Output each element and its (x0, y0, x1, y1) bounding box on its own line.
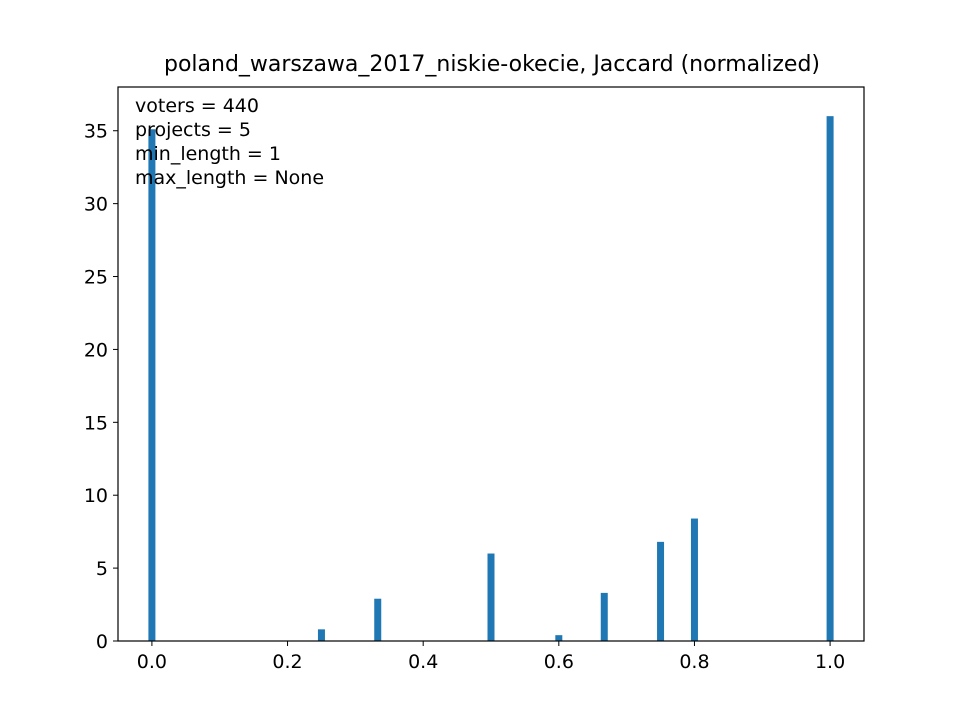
bar (374, 598, 382, 641)
x-axis-ticks: 0.0 0.2 0.4 0.6 0.8 1.0 (137, 641, 845, 673)
x-tick-label: 0.4 (408, 651, 438, 673)
x-tick-label: 0.6 (544, 651, 574, 673)
y-tick-label: 0 (96, 631, 108, 653)
y-tick-label: 20 (84, 339, 108, 361)
annotation-projects: projects = 5 (135, 119, 251, 141)
bar (487, 553, 495, 641)
y-tick-label: 15 (84, 412, 108, 434)
x-tick-label: 0.2 (272, 651, 302, 673)
bar (826, 116, 834, 641)
y-axis-ticks: 0 5 10 15 20 25 30 35 (84, 121, 118, 653)
y-tick-label: 35 (84, 121, 108, 143)
bar (148, 129, 156, 641)
bar (657, 541, 665, 641)
annotation-min-length: min_length = 1 (135, 143, 281, 165)
x-tick-label: 0.8 (679, 651, 709, 673)
x-tick-label: 0.0 (137, 651, 167, 673)
y-tick-label: 30 (84, 194, 108, 216)
y-tick-label: 10 (84, 485, 108, 507)
bar (600, 592, 608, 641)
bar (317, 629, 325, 641)
bar (555, 635, 563, 641)
bar (690, 518, 698, 641)
annotation-max-length: max_length = None (135, 167, 325, 189)
axes-frame (117, 86, 865, 642)
bars-group (148, 116, 834, 641)
y-tick-label: 5 (96, 558, 108, 580)
chart-title: poland_warszawa_2017_niskie-okecie, Jacc… (163, 52, 820, 77)
annotation-voters: voters = 440 (135, 95, 259, 117)
y-tick-label: 25 (84, 267, 108, 289)
x-tick-label: 1.0 (815, 651, 845, 673)
